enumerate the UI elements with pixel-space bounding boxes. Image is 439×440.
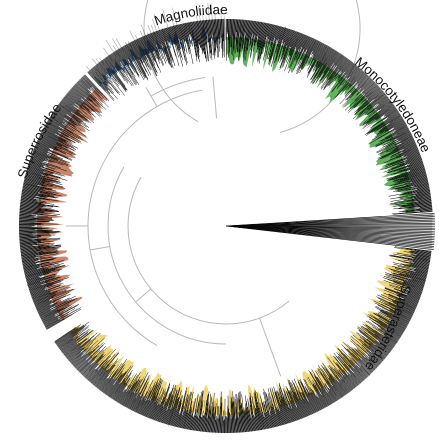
clade-fill-magnoliidae [92,25,225,94]
clade-tips-monocotyledoneae [225,18,433,215]
clade-branches-superasteridae [55,248,430,428]
clade-wedges [18,2,433,434]
clade-branches-monocotyledoneae [225,21,427,214]
backbone-branch [259,317,282,377]
backbone-arc [127,176,290,325]
clade-tips-superasteridae [54,246,432,434]
clade-tips-magnoliidae [87,18,225,102]
backbone-branch [90,245,110,251]
clade-wedge-superrosidae [18,74,110,330]
clade-wedge-monocotyledoneae [225,18,433,215]
backbone-branch [212,76,218,119]
clade-tips-superrosidae [18,74,110,330]
clade-fill-superasteridae [69,247,414,415]
clade-branches-magnoliidae [85,2,225,85]
outgroup-branches [225,212,436,250]
clade-wedge-superasteridae [54,246,432,434]
backbone-arc [107,166,227,345]
backbone-arc [150,76,206,97]
clade-wedge-magnoliidae [85,2,225,102]
backbone-arc [87,89,203,346]
backbone-branch [135,288,152,303]
outgroup-branch [225,225,434,250]
outgroup-fan [226,213,433,250]
backbone-branch [145,87,158,107]
clade-branches-superrosidae [21,80,109,321]
